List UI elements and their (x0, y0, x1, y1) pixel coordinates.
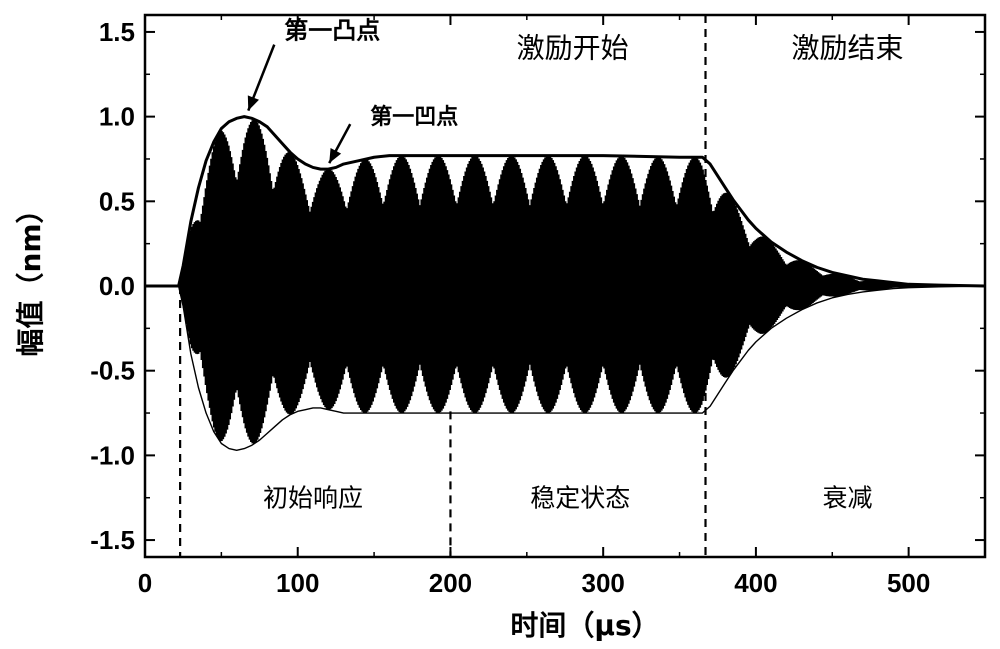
axes-group: 0 100 200 300 400 500 -1.5 -1.0 -0.5 0.0 0.5 1.0 1.5 (90, 13, 987, 598)
y-tick-label: 1.0 (99, 102, 135, 132)
x-tick-label: 300 (581, 568, 624, 598)
x-tick-label: 100 (276, 568, 319, 598)
y-tick-label: 1.5 (99, 17, 135, 47)
region-label-bottom: 初始响应 (263, 484, 363, 513)
y-axis-title: 幅值（nm） (14, 195, 47, 356)
x-axis-title: 时间（μs） (510, 609, 659, 642)
lower-envelope (145, 285, 986, 451)
region-label-bottom: 稳定状态 (530, 484, 630, 513)
envelope-group (145, 115, 986, 451)
upper-envelope (145, 115, 986, 288)
region-label-top: 激励结束 (792, 31, 904, 64)
y-tick-label: -1.5 (90, 525, 135, 555)
annotation-arrow-head (329, 147, 342, 164)
x-tick-label: 0 (138, 568, 152, 598)
x-tick-label: 400 (734, 568, 777, 598)
x-tick-label: 500 (887, 568, 930, 598)
annotation-label: 第一凹点 (370, 104, 458, 130)
region-label-top: 激励开始 (517, 31, 629, 64)
y-tick-label: -1.0 (90, 440, 135, 470)
y-tick-label: 0.0 (99, 271, 135, 301)
region-label-bottom: 衰减 (823, 484, 873, 513)
annotation-arrow-head (247, 95, 259, 111)
y-tick-label: -0.5 (90, 356, 135, 386)
y-tick-label: 0.5 (99, 186, 135, 216)
annotation-label: 第一凸点 (284, 17, 380, 45)
x-tick-label: 200 (429, 568, 472, 598)
marker-lines-group (179, 15, 707, 557)
